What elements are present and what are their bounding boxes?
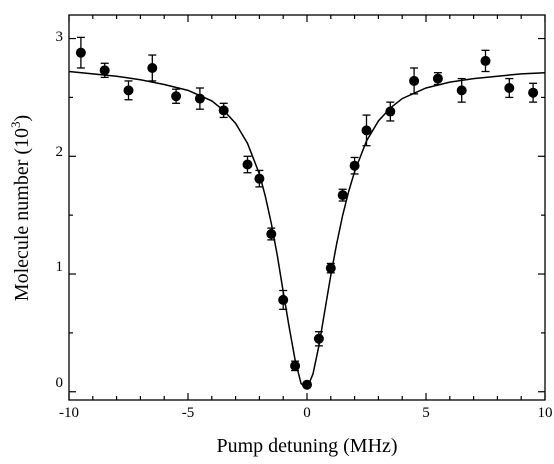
y-tick-label: 2 [56,144,64,160]
x-tick-labels: -10 -5 0 5 10 [59,405,553,421]
x-tick-label: 5 [422,405,430,421]
x-axis-title: Pump detuning (MHz) [216,435,397,457]
fit-curve [68,70,546,390]
minor-ticks [69,15,545,400]
data-point [254,173,265,184]
data-point [218,105,229,116]
data-point [337,190,348,201]
data-point [123,85,134,96]
x-tick-label: 10 [538,405,553,421]
data-point [266,228,277,239]
data-point [290,360,301,371]
data-point [409,75,420,86]
data-point [147,62,158,73]
data-point [194,93,205,104]
data-point [456,85,467,96]
data-point [99,65,110,76]
plot-frame [68,14,546,401]
x-tick-label: 0 [303,405,311,421]
x-tick-label: -5 [182,405,195,421]
y-tick-label: 0 [56,375,64,391]
data-point [242,159,253,170]
data-point [385,106,396,117]
data-point [75,47,86,58]
data-point [302,379,312,390]
data-point [278,294,289,305]
data-point [171,91,182,102]
y-axis-title: Molecule number (103) [8,115,33,301]
data-point [432,73,443,84]
major-ticks [68,15,546,400]
data-point [361,125,372,136]
data-point [480,55,491,66]
y-tick-label: 3 [56,29,64,45]
data-point [313,333,324,344]
x-tick-label: -10 [59,405,79,421]
data-points [75,36,539,390]
data-point [528,87,539,98]
y-tick-labels: 0 1 2 3 [56,29,64,391]
data-point [504,82,515,93]
data-point [349,160,360,171]
data-point [325,263,336,274]
y-tick-label: 1 [56,259,64,275]
